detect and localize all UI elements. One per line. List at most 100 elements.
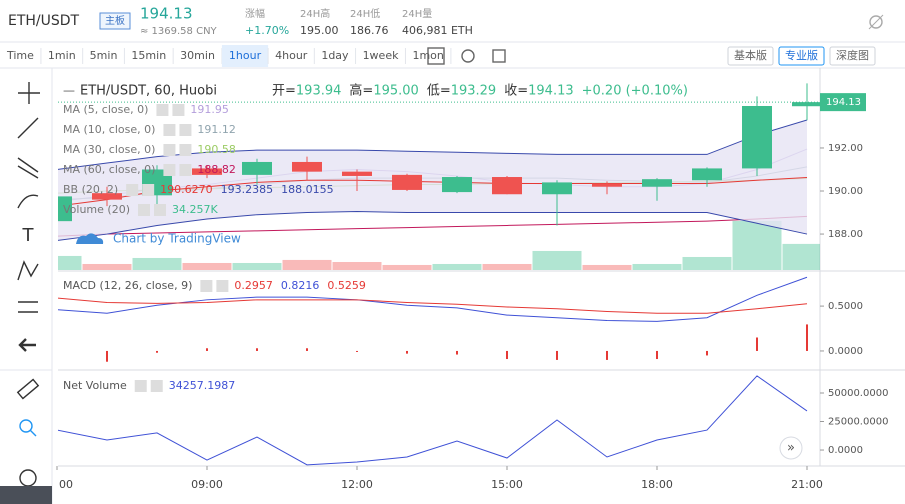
legend-text: 191.95 <box>190 103 229 116</box>
volume-bar <box>382 264 432 270</box>
bb-line <box>58 210 808 241</box>
collapse-button[interactable] <box>0 486 52 504</box>
legend-icon[interactable] <box>138 204 150 216</box>
interval-button[interactable]: 30min <box>173 45 222 67</box>
interval-button[interactable]: 1min <box>41 45 83 67</box>
legend-icon[interactable] <box>150 380 163 392</box>
interval-button[interactable]: 1week <box>356 45 406 67</box>
volume-bar <box>232 262 282 270</box>
net-volume-line <box>58 375 808 466</box>
stat-value: 186.76 <box>350 24 389 37</box>
legend-icon[interactable] <box>163 144 176 156</box>
view-button[interactable]: 深度图 <box>829 46 876 66</box>
x-tick-label: 21:00 <box>791 478 823 491</box>
legend-text: 开= <box>272 84 296 99</box>
stat-label: 涨幅 <box>245 7 265 20</box>
bb-line <box>58 176 808 207</box>
candle-body <box>642 179 672 187</box>
legend-icon[interactable] <box>179 144 192 156</box>
legend-icon[interactable] <box>179 124 192 136</box>
interval-label: 30min <box>180 49 215 62</box>
legend-text: Volume (20) <box>63 203 130 216</box>
legend-text: 191.12 <box>197 123 236 136</box>
tool-pattern[interactable] <box>17 260 39 281</box>
legend-text: 193.94 <box>296 84 342 99</box>
scroll-button[interactable]: » <box>779 436 803 460</box>
tool-magnet[interactable] <box>19 469 37 487</box>
candle-body <box>342 171 372 176</box>
legend-text: MA (60, close, 0) <box>63 163 155 176</box>
histogram-bar <box>156 350 158 353</box>
tool-fib[interactable] <box>17 157 39 179</box>
stat-label: 24H高 <box>300 7 330 20</box>
legend-icon[interactable] <box>154 204 166 216</box>
stat-value: 195.00 <box>300 24 339 37</box>
volume-bar <box>332 262 382 270</box>
view-button[interactable]: 基本版 <box>727 46 774 66</box>
interval-button[interactable]: 4hour <box>268 45 314 67</box>
legend-text: MACD (12, 26, close, 9) <box>63 279 192 292</box>
legend-icon[interactable] <box>163 164 176 176</box>
candle-body <box>58 196 72 222</box>
histogram-bar <box>606 350 608 360</box>
view-label: 专业版 <box>785 48 818 62</box>
x-tick-label: 18:00 <box>641 478 673 491</box>
legend-text: 190.6270 <box>160 183 213 196</box>
volume-bar <box>182 262 232 270</box>
tool-back[interactable] <box>18 338 36 352</box>
interval-label: 1min <box>48 49 76 62</box>
tool-zoom[interactable] <box>19 419 37 437</box>
tool-brush[interactable] <box>17 194 39 209</box>
x-tick-label: 15:00 <box>491 478 523 491</box>
histogram-bar <box>706 350 708 356</box>
legend-text: 193.2385 <box>221 183 274 196</box>
histogram-bar <box>356 350 358 352</box>
volume-bar <box>782 243 820 270</box>
interval-button[interactable]: Time <box>0 45 41 67</box>
tool-trendline[interactable] <box>17 117 39 139</box>
badge-box <box>99 12 131 30</box>
last-price-tag <box>820 93 866 112</box>
eye-icon[interactable] <box>868 14 884 30</box>
legend-icon[interactable] <box>142 184 155 196</box>
interval-button[interactable]: 15min <box>124 45 173 67</box>
legend-text: ETH/USDT, 60, Huobi <box>80 84 217 99</box>
tool-crosshair[interactable] <box>18 82 40 104</box>
histogram-bar <box>306 348 308 351</box>
volume-bar <box>132 257 182 270</box>
cny-price: ≈ 1369.58 CNY <box>140 26 218 37</box>
interval-button[interactable]: 1hour <box>221 45 269 67</box>
legend-text: Net Volume <box>63 379 127 392</box>
last-price-label: 194.13 <box>826 97 861 108</box>
legend-icon[interactable] <box>126 184 139 196</box>
legend-text: 34257.1987 <box>169 379 235 392</box>
legend-icon[interactable] <box>216 280 229 292</box>
view-bg <box>829 46 876 66</box>
y-tick-label: 188.00 <box>828 229 863 240</box>
tool-measure[interactable] <box>18 301 38 313</box>
legend-icon[interactable] <box>163 124 176 136</box>
legend-icon[interactable] <box>200 280 213 292</box>
x-tick-label: 00 <box>59 478 73 491</box>
legend-text: +0.20 (+0.10%) <box>582 84 688 99</box>
legend-icon[interactable] <box>134 380 147 392</box>
tool-ruler[interactable] <box>16 378 40 400</box>
histogram-bar <box>406 350 408 354</box>
icon-chart-type[interactable] <box>427 47 445 65</box>
interval-button[interactable]: 5min <box>83 45 125 67</box>
stat-label: 24H量 <box>402 8 432 20</box>
legend-icon[interactable] <box>179 164 192 176</box>
last-price: 194.13 <box>140 5 193 23</box>
stat-value: 406,981 ETH <box>402 24 473 37</box>
interval-button[interactable]: 1day <box>314 45 355 67</box>
legend-icon[interactable] <box>172 104 185 116</box>
legend-icon[interactable] <box>156 104 169 116</box>
icon-screenshot[interactable] <box>492 49 506 63</box>
view-button[interactable]: 专业版 <box>778 46 825 66</box>
tool-text[interactable]: T <box>22 225 35 246</box>
stat-value: +1.70% <box>245 24 289 37</box>
icon-settings[interactable] <box>461 49 475 63</box>
candle-body <box>92 193 122 200</box>
svg-text:»: » <box>787 441 795 456</box>
